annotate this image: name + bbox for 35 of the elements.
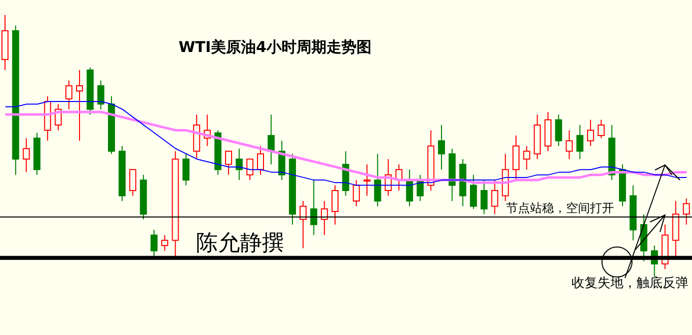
candlestick	[576, 124, 584, 160]
candlestick	[555, 114, 562, 146]
candlestick	[470, 174, 477, 210]
candlestick	[512, 135, 520, 181]
candlestick	[65, 80, 72, 110]
candlestick	[587, 119, 594, 146]
candlestick	[480, 180, 488, 215]
candlestick	[438, 124, 445, 170]
candlestick	[129, 169, 136, 196]
candlestick	[246, 158, 254, 181]
candlestick	[22, 138, 30, 173]
candlestick	[332, 184, 339, 226]
text: WTI美原油4小时周期走势图	[178, 38, 372, 57]
candlestick	[352, 180, 360, 207]
annotation: 节点站稳，空间打开	[506, 201, 614, 215]
candlestick	[566, 130, 573, 160]
candlestick	[523, 146, 530, 170]
candlestick	[161, 234, 168, 252]
candlestick	[268, 114, 275, 165]
candlestick	[76, 70, 84, 142]
candlestick	[182, 153, 190, 186]
candlestick	[97, 80, 104, 110]
candlestick	[257, 146, 264, 176]
candlestick	[363, 164, 370, 196]
candlestick	[374, 153, 382, 207]
annotation: 收复失地，触底反弹	[572, 276, 688, 291]
candlestick	[150, 229, 158, 257]
candlestick	[225, 150, 232, 176]
candlestick	[320, 200, 328, 236]
candlestick	[236, 148, 243, 181]
candlestick	[598, 119, 605, 139]
candlestick	[300, 200, 307, 249]
candlestick	[491, 180, 498, 215]
annotation: 陈允静撰	[196, 231, 284, 256]
candlestick	[310, 180, 318, 236]
